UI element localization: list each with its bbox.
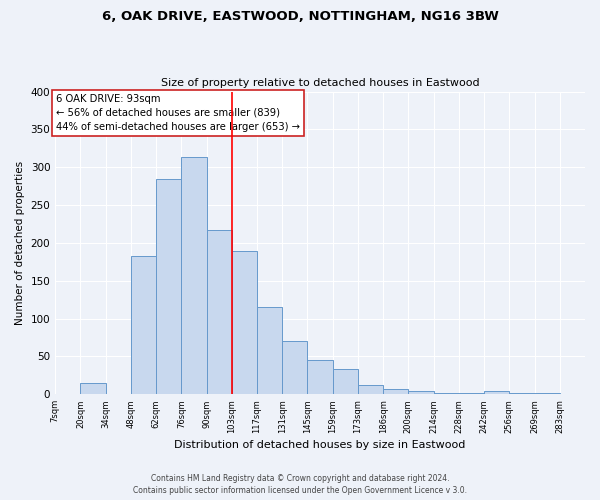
- Bar: [80, 383, 106, 394]
- Bar: [307, 360, 332, 394]
- Bar: [332, 370, 358, 394]
- X-axis label: Distribution of detached houses by size in Eastwood: Distribution of detached houses by size …: [175, 440, 466, 450]
- Bar: [459, 393, 484, 394]
- Bar: [484, 390, 509, 394]
- Bar: [206, 230, 232, 394]
- Bar: [282, 342, 307, 394]
- Title: Size of property relative to detached houses in Eastwood: Size of property relative to detached ho…: [161, 78, 479, 88]
- Text: 6, OAK DRIVE, EASTWOOD, NOTTINGHAM, NG16 3BW: 6, OAK DRIVE, EASTWOOD, NOTTINGHAM, NG16…: [101, 10, 499, 23]
- Text: 6 OAK DRIVE: 93sqm
← 56% of detached houses are smaller (839)
44% of semi-detach: 6 OAK DRIVE: 93sqm ← 56% of detached hou…: [56, 94, 300, 132]
- Bar: [358, 385, 383, 394]
- Bar: [535, 393, 560, 394]
- Bar: [383, 389, 409, 394]
- Bar: [434, 393, 459, 394]
- Y-axis label: Number of detached properties: Number of detached properties: [15, 161, 25, 325]
- Bar: [232, 250, 257, 394]
- Bar: [257, 308, 282, 394]
- Bar: [156, 178, 181, 394]
- Bar: [409, 392, 434, 394]
- Text: Contains HM Land Registry data © Crown copyright and database right 2024.
Contai: Contains HM Land Registry data © Crown c…: [133, 474, 467, 495]
- Bar: [181, 158, 206, 394]
- Bar: [131, 256, 156, 394]
- Bar: [509, 393, 535, 394]
